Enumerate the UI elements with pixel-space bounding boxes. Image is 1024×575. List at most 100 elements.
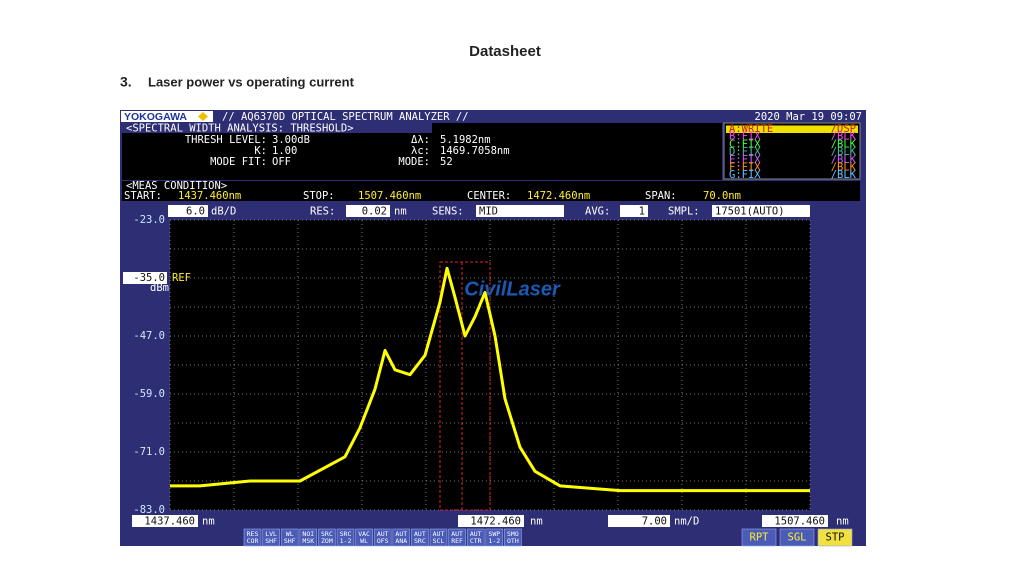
param-label: MODE FIT:: [210, 156, 267, 168]
softkey-label: SRC: [414, 537, 426, 545]
softkey-label: VAC: [358, 530, 370, 538]
x-unit: nm: [836, 516, 849, 528]
softkey-label: CTR: [470, 537, 482, 545]
field: [620, 205, 648, 217]
softkey-label: MSK: [302, 537, 314, 545]
scale-unit: dB/D: [211, 206, 236, 218]
softkey-label: AUT: [414, 530, 426, 538]
run-key: [817, 528, 853, 547]
field: [608, 515, 670, 527]
meas-label: CENTER:: [467, 190, 511, 202]
brand-box: [121, 111, 213, 122]
run-key-label: STP: [826, 532, 845, 544]
softkey-label: OTH: [507, 537, 519, 545]
softkey: [392, 528, 411, 547]
smpl-label: SMPL:: [668, 206, 700, 218]
scale: 6.0: [186, 206, 205, 218]
res-unit: nm: [394, 206, 407, 218]
param-value: OFF: [272, 156, 291, 168]
field: [132, 515, 198, 527]
x-tick-label: 1437.460: [144, 516, 195, 528]
meas-panel: [122, 181, 860, 201]
param-label: Δλ:: [411, 134, 430, 146]
softkey-label: 1-2: [340, 537, 352, 545]
x-unit: nm: [530, 516, 543, 528]
trace-state: /BLK: [831, 138, 857, 150]
field: [712, 205, 810, 217]
param-value: 1.00: [272, 145, 297, 157]
softkey: [299, 528, 318, 547]
trace-name: E:FIX: [729, 154, 761, 166]
param-label: λc:: [411, 145, 430, 157]
meas-title: <MEAS CONDITION>: [126, 180, 227, 192]
meas-label: START:: [124, 190, 162, 202]
x-tick-label: 1507.460: [774, 516, 825, 528]
softkey-label: SMO: [507, 530, 519, 538]
param-label: K:: [254, 145, 267, 157]
avg-label: AVG:: [585, 206, 610, 218]
softkey-label: SWP: [488, 530, 500, 538]
trace-name: C:FIX: [729, 138, 761, 150]
section-number: 3.: [120, 74, 132, 90]
res-label: RES:: [310, 206, 335, 218]
smpl: 17501(AUTO): [715, 206, 785, 218]
trace-state: /BLK: [831, 154, 857, 166]
y-unit: dBm: [150, 282, 169, 294]
softkey: [336, 528, 355, 547]
avg: 1: [639, 206, 645, 218]
brand: YOKOGAWA: [124, 111, 187, 123]
y-tick-label: -47.0: [133, 330, 165, 342]
section-title: Laser power vs operating current: [148, 74, 355, 89]
meas-value: 1472.460nm: [527, 190, 590, 202]
run-key-label: RPT: [750, 532, 770, 544]
title: Datasheet: [469, 43, 541, 60]
param-label: MODE:: [398, 156, 430, 168]
trace-state: /BLK: [831, 162, 857, 174]
param-value: 3.00dB: [272, 134, 310, 146]
trace-state: /BLK: [831, 131, 857, 143]
softkey: [373, 528, 392, 547]
field: [168, 205, 208, 217]
res: 0.02: [362, 206, 387, 218]
softkey-label: ANA: [395, 537, 407, 545]
run-key: [779, 528, 815, 547]
softkey-label: WL: [286, 530, 294, 538]
softkey-label: WL: [360, 537, 368, 545]
softkey-label: REF: [451, 537, 463, 545]
param-label: THRESH LEVEL:: [185, 134, 267, 146]
y-tick-label: -83.0: [133, 504, 165, 516]
trace-state: /DSP: [831, 123, 856, 135]
softkey: [355, 528, 373, 547]
meas-value: 1507.460nm: [358, 190, 421, 202]
analysis-title: <SPECTRAL WIDTH ANALYSIS: THRESHOLD>: [126, 123, 354, 135]
softkey-label: SHF: [284, 537, 296, 545]
softkey-label: SRC: [321, 530, 333, 538]
meas-value: 70.0nm: [703, 190, 741, 202]
trace-name: G:FIX: [729, 169, 761, 181]
x-tick-label: 1472.460: [470, 516, 521, 528]
param-value: 52: [440, 156, 453, 168]
field: [458, 515, 524, 527]
softkey: [485, 528, 504, 547]
ref-box: [123, 272, 167, 284]
softkey: [262, 528, 280, 547]
softkey-label: AUT: [470, 530, 482, 538]
trace-name: F:FIX: [729, 162, 761, 174]
watermark: CivilLaser: [464, 278, 561, 300]
softkey-label: OFS: [377, 537, 389, 545]
datetime: 2020 Mar 19 09:07: [755, 111, 862, 123]
softkey-label: AUT: [377, 530, 389, 538]
softkey-label: SHF: [265, 537, 277, 545]
softkey: [243, 528, 262, 547]
run-key-label: SGL: [788, 532, 807, 544]
field: [346, 205, 390, 217]
softkey: [448, 528, 466, 547]
field: [476, 205, 564, 217]
softkey-label: RES: [247, 530, 259, 538]
softkey: [318, 528, 336, 547]
trace-name: B:FIX: [729, 131, 761, 143]
y-tick-label: -71.0: [133, 446, 165, 458]
active-trace-bar: [726, 125, 858, 133]
trace-name: A:WRITE: [729, 123, 773, 135]
param-value: 1469.7058nm: [440, 145, 510, 157]
